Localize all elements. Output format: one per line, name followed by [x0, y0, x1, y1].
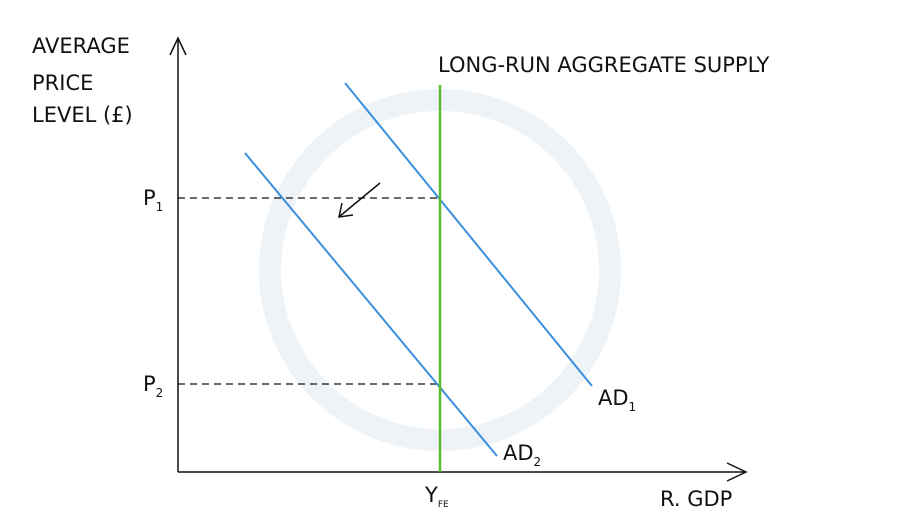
- p2-label: P2: [143, 372, 163, 400]
- p2-sub: 2: [156, 386, 164, 400]
- ad2-label: AD2: [503, 441, 541, 469]
- ad2-main: AD: [503, 441, 534, 465]
- p1-main: P: [143, 186, 156, 210]
- ad1-main: AD: [598, 386, 629, 410]
- y-label-line: AVERAGE: [32, 34, 130, 58]
- y-label-line: LEVEL (£): [32, 103, 133, 127]
- ad1-sub: 1: [629, 400, 637, 414]
- shift-arrow: [339, 182, 381, 217]
- ad1-label: AD1: [598, 386, 636, 414]
- yfe-label: YFE: [424, 483, 449, 510]
- shift-arrowhead: [338, 202, 354, 218]
- p1-label: P1: [143, 186, 163, 214]
- p1-sub: 1: [156, 200, 164, 214]
- yfe-main: Y: [424, 483, 438, 507]
- ad2-sub: 2: [534, 455, 542, 469]
- y-label-line: PRICE: [32, 71, 93, 95]
- x-arrow: [726, 462, 748, 482]
- yfe-sub: FE: [438, 500, 449, 510]
- ad2-curve: [244, 152, 498, 457]
- y-arrow: [169, 36, 187, 56]
- ad1-curve: [344, 82, 593, 387]
- lras-label: LONG-RUN AGGREGATE SUPPLY: [438, 53, 770, 77]
- x-label: R. GDP: [660, 487, 732, 511]
- p2-main: P: [143, 372, 156, 396]
